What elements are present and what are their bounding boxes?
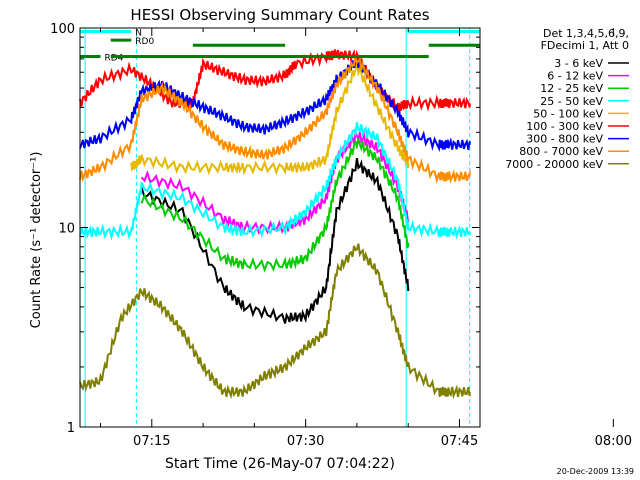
series-line [79,121,471,241]
y-tick-label: 1 [67,421,75,436]
legend-entry-label: 12 - 25 keV [540,82,603,95]
series-line [140,158,410,324]
x-tick-label: 07:15 [133,434,170,449]
x-tick-label: 08:00 [595,434,632,449]
state-bar-label: N [135,29,142,39]
series-line [130,60,410,176]
legend-entry-label: 50 - 100 keV [533,107,603,120]
legend-entry-label: 100 - 300 keV [526,120,603,133]
legend: Det 1,3,4,5,6,9,FDecimi 1, Att 0 3 - 6 ke… [505,27,629,171]
legend-entry-label: 3 - 6 keV [554,57,603,70]
series-line [79,243,471,400]
x-axis-label: Start Time (26-May-07 07:04:22) [165,456,395,472]
x-tick-label: 07:45 [441,434,478,449]
series-line [140,138,410,273]
series-line [79,55,471,185]
legend-header: FDecimi 1, Att 0 [541,39,629,52]
state-bar-label: RD4 [105,53,124,63]
series-line [140,129,410,236]
chart-title: HESSI Observing Summary Count Rates [130,6,429,24]
x-tick-label: 07:30 [287,434,324,449]
timestamp: 20-Dec-2009 13:39 [557,467,634,476]
legend-entry-label: 800 - 7000 keV [519,145,603,158]
y-tick-label: 100 [50,22,75,37]
y-axis-label: Count Rate (s⁻¹ detector⁻¹) [29,152,44,329]
legend-entry-label: 7000 - 20000 keV [505,158,603,171]
legend-entry-label: 25 - 50 keV [540,95,603,108]
state-bar-label: RD0 [135,37,154,47]
legend-entry-label: 300 - 800 keV [526,133,603,146]
legend-header: Det 1,3,4,5,6,9, [543,27,629,40]
legend-entry-label: 6 - 12 keV [547,70,603,83]
series-lines [79,48,471,400]
y-tick-label: 10 [58,222,75,237]
